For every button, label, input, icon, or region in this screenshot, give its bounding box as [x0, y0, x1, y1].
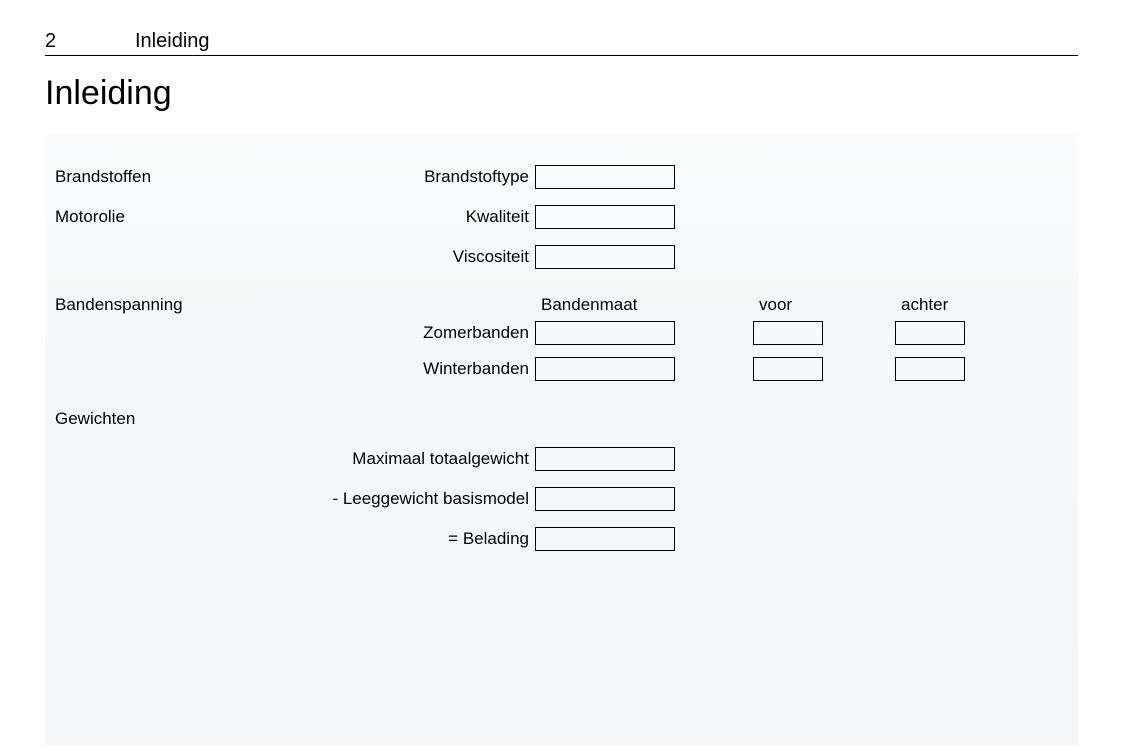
field-label-zomerbanden: Zomerbanden: [55, 323, 535, 343]
input-max-totaal[interactable]: [535, 447, 675, 471]
spacer-2: [55, 393, 1068, 405]
field-label-max-totaal: Maximaal totaalgewicht: [305, 449, 535, 469]
row-leeggewicht: - Leeggewicht basismodel: [55, 485, 1068, 513]
row-zomerbanden: Zomerbanden: [55, 321, 1068, 345]
input-zomerbanden-size[interactable]: [535, 321, 675, 345]
input-winterbanden-voor[interactable]: [753, 357, 823, 381]
form-area: Brandstoffen Brandstoftype Motorolie Kwa…: [45, 133, 1078, 745]
input-zomerbanden-achter[interactable]: [895, 321, 965, 345]
row-gewichten-label: Gewichten: [55, 405, 1068, 433]
field-label-leeggewicht: - Leeggewicht basismodel: [305, 489, 535, 509]
section-label-brandstoffen: Brandstoffen: [55, 167, 305, 187]
col-header-achter: achter: [901, 295, 971, 315]
row-max-totaal: Maximaal totaalgewicht: [55, 445, 1068, 473]
col-header-voor: voor: [759, 295, 829, 315]
row-bandenspanning-header: Bandenspanning Bandenmaat voor achter: [55, 295, 1068, 315]
row-winterbanden: Winterbanden: [55, 357, 1068, 381]
input-winterbanden-achter[interactable]: [895, 357, 965, 381]
input-belading[interactable]: [535, 527, 675, 551]
input-viscositeit[interactable]: [535, 245, 675, 269]
main-title: Inleiding: [45, 74, 1078, 113]
input-leeggewicht[interactable]: [535, 487, 675, 511]
row-motorolie-kwaliteit: Motorolie Kwaliteit: [55, 203, 1068, 231]
field-label-belading: = Belading: [305, 529, 535, 549]
field-label-brandstoftype: Brandstoftype: [305, 167, 535, 187]
page-number: 2: [45, 30, 135, 53]
input-winterbanden-size[interactable]: [535, 357, 675, 381]
col-header-bandenmaat: Bandenmaat: [541, 295, 681, 315]
field-label-kwaliteit: Kwaliteit: [305, 207, 535, 227]
input-zomerbanden-voor[interactable]: [753, 321, 823, 345]
row-belading: = Belading: [55, 525, 1068, 553]
input-brandstoftype[interactable]: [535, 165, 675, 189]
field-label-winterbanden: Winterbanden: [55, 359, 535, 379]
row-motorolie-viscositeit: Viscositeit: [55, 243, 1068, 271]
page-header: 2 Inleiding: [45, 30, 1078, 56]
field-label-viscositeit: Viscositeit: [305, 247, 535, 267]
section-label-motorolie: Motorolie: [55, 207, 305, 227]
input-kwaliteit[interactable]: [535, 205, 675, 229]
section-label-bandenspanning: Bandenspanning: [55, 295, 305, 315]
spacer-1: [55, 283, 1068, 295]
header-section-title: Inleiding: [135, 30, 210, 53]
row-brandstoffen: Brandstoffen Brandstoftype: [55, 163, 1068, 191]
section-label-gewichten: Gewichten: [55, 409, 305, 429]
